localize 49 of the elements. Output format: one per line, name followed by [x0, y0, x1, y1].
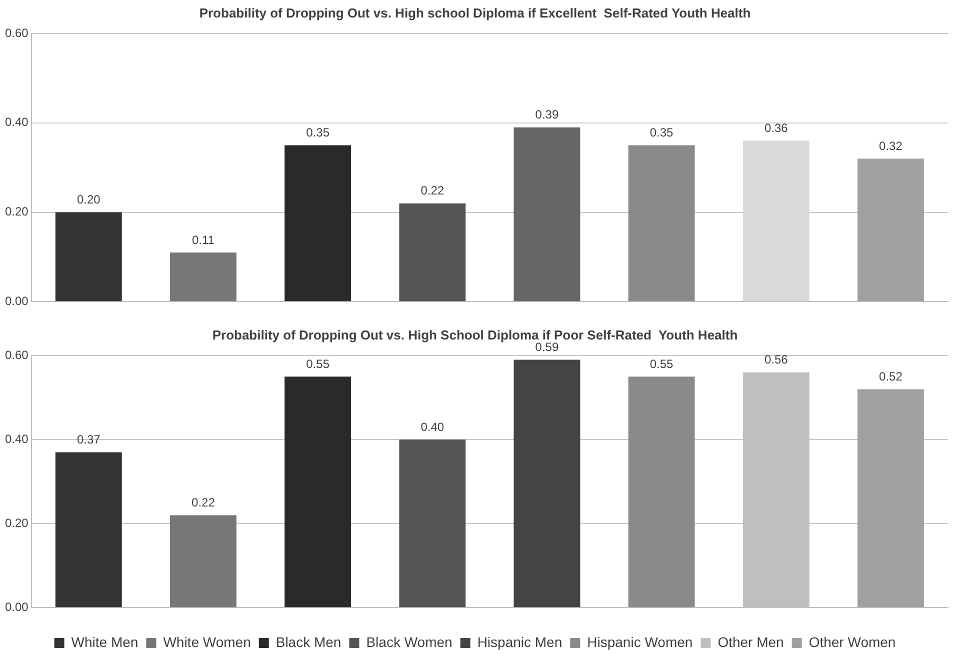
- data-label: 0.55: [306, 356, 330, 371]
- bar: [742, 140, 810, 302]
- data-label: 0.22: [192, 496, 216, 510]
- chart-title: Probability of Dropping Out vs. High school Diploma if Excellent Self-Rated Youth Health: [199, 5, 751, 20]
- bar: [55, 212, 122, 302]
- bar: [857, 158, 924, 302]
- data-label: 0.36: [764, 121, 788, 136]
- data-label: 0.35: [650, 126, 674, 140]
- data-label: 0.59: [535, 340, 559, 354]
- bar: [55, 452, 122, 608]
- y-tick-label: 0.20: [4, 204, 29, 219]
- bar: [628, 145, 695, 302]
- data-label: 0.11: [192, 232, 215, 247]
- data-label: 0.20: [76, 192, 101, 207]
- y-tick-label: 0.00: [4, 600, 29, 614]
- legend-label: Other Men: [718, 634, 784, 650]
- legend-label: Black Men: [276, 634, 342, 650]
- data-label: 0.39: [535, 108, 559, 122]
- data-label: 0.37: [76, 432, 101, 447]
- bar: [170, 515, 236, 608]
- data-label: 0.35: [306, 126, 330, 140]
- bar: [514, 127, 580, 302]
- chart-title: Probability of Dropping Out vs. High School Diploma if Poor Self-Rated Youth Health: [212, 327, 738, 342]
- data-label: 0.56: [764, 352, 788, 367]
- legend-label: Other Women: [808, 634, 896, 650]
- bar: [284, 376, 352, 608]
- y-tick-label: 0.40: [4, 432, 29, 446]
- data-label: 0.32: [879, 138, 903, 153]
- y-tick-label: 0.60: [4, 26, 29, 40]
- legend-label: Black Women: [366, 634, 452, 650]
- bar: [628, 376, 695, 608]
- bar: [399, 440, 466, 608]
- data-label: 0.52: [879, 370, 903, 384]
- legend-label: Hispanic Women: [587, 634, 693, 650]
- y-tick-label: 0.40: [4, 115, 29, 130]
- bar: [399, 203, 466, 302]
- bar: [514, 360, 580, 608]
- legend-label: White Men: [71, 634, 138, 650]
- bar: [857, 389, 924, 608]
- data-label: 0.22: [420, 184, 444, 198]
- y-tick-label: 0.60: [4, 348, 29, 362]
- legend-label: Hispanic Men: [477, 634, 562, 650]
- data-label: 0.55: [650, 356, 674, 371]
- data-label: 0.40: [420, 420, 444, 434]
- y-tick-label: 0.00: [4, 294, 29, 308]
- legend-label: White Women: [163, 634, 251, 650]
- bar: [284, 145, 352, 302]
- bar: [170, 252, 236, 302]
- y-tick-label: 0.20: [4, 516, 29, 530]
